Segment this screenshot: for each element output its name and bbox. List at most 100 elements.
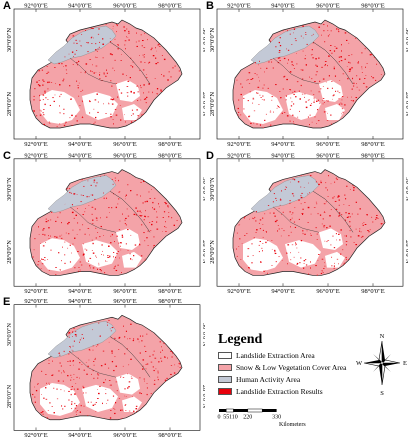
human-activity-region (47, 25, 117, 65)
latitude-tick-right: 28°0'0"N (404, 92, 408, 116)
legend-label: Landslide Extraction Area (236, 351, 315, 360)
latitude-tick-left: 30°0'0"N (6, 323, 13, 347)
landslide-extraction-area (325, 251, 345, 268)
latitude-tick-left: 30°0'0"N (6, 28, 13, 52)
landslide-extraction-area (40, 90, 80, 124)
map-canvas: 92°0'0"E 92°0'0"E 94°0'0"E 94°0'0"E 96°0'0"E… (6, 152, 205, 295)
longitude-tick-bottom: 94°0'0"E (68, 141, 91, 148)
scale-tick-55: 55 (223, 415, 229, 421)
scale-bar: 0 55 110 220 330 Kilometers (218, 408, 306, 428)
latitude-tick-right: 30°0'0"N (201, 323, 205, 347)
latitude-tick-right: 30°0'0"N (201, 28, 205, 52)
longitude-tick-bottom: 96°0'0"E (316, 288, 339, 295)
longitude-tick-top: 96°0'0"E (316, 152, 339, 159)
latitude-tick-left: 28°0'0"N (6, 385, 13, 409)
landslide-extraction-area (325, 104, 345, 120)
longitude-tick-bottom: 94°0'0"E (68, 432, 91, 439)
latitude-tick-right: 28°0'0"N (201, 240, 205, 264)
longitude-tick-bottom: 94°0'0"E (271, 141, 294, 148)
longitude-tick-bottom: 92°0'0"E (24, 141, 47, 148)
map-frame (216, 8, 404, 140)
legend-swatch (218, 376, 232, 383)
map-canvas: 92°0'0"E 92°0'0"E 94°0'0"E 94°0'0"E 96°0'0"E… (6, 298, 205, 439)
map-frame (13, 8, 201, 140)
longitude-tick-bottom: 98°0'0"E (158, 288, 181, 295)
map-canvas: 92°0'0"E 92°0'0"E 94°0'0"E 94°0'0"E 96°0'0"E… (209, 152, 408, 295)
landslide-extraction-area (285, 92, 321, 120)
human-activity-region (250, 175, 320, 213)
longitude-tick-top: 98°0'0"E (158, 298, 181, 305)
map-panel-d: 92°0'0"E 92°0'0"E 94°0'0"E 94°0'0"E 96°0'0"E… (203, 150, 408, 297)
latitude-tick-left: 30°0'0"N (209, 28, 216, 52)
longitude-tick-top: 94°0'0"E (271, 152, 294, 159)
longitude-tick-top: 94°0'0"E (68, 3, 91, 10)
panel-label: C (3, 150, 11, 162)
longitude-tick-bottom: 98°0'0"E (158, 432, 181, 439)
longitude-tick-top: 92°0'0"E (227, 3, 250, 10)
compass-w: W (356, 360, 363, 367)
longitude-tick-bottom: 98°0'0"E (361, 141, 384, 148)
map-panel-c: 92°0'0"E 92°0'0"E 94°0'0"E 94°0'0"E 96°0'0"E… (0, 150, 205, 297)
landslide-extraction-area (40, 383, 80, 416)
map-frame (13, 158, 201, 287)
scale-tick-330: 330 (272, 415, 281, 421)
map-frame (216, 158, 404, 287)
map-frame (13, 304, 201, 431)
panel-label: B (206, 0, 214, 12)
longitude-tick-bottom: 96°0'0"E (316, 141, 339, 148)
longitude-tick-top: 94°0'0"E (68, 298, 91, 305)
longitude-tick-top: 92°0'0"E (227, 152, 250, 159)
longitude-tick-top: 96°0'0"E (113, 152, 136, 159)
longitude-tick-top: 92°0'0"E (24, 298, 47, 305)
map-panel-e: 92°0'0"E 92°0'0"E 94°0'0"E 94°0'0"E 96°0'0"E… (0, 296, 205, 441)
longitude-tick-bottom: 94°0'0"E (271, 288, 294, 295)
landslide-extraction-area (319, 228, 343, 250)
longitude-tick-top: 94°0'0"E (271, 3, 294, 10)
longitude-tick-bottom: 98°0'0"E (361, 288, 384, 295)
scale-tick-0: 0 (218, 415, 221, 421)
longitude-tick-top: 92°0'0"E (24, 152, 47, 159)
latitude-tick-right: 28°0'0"N (201, 385, 205, 409)
legend-label: Snow & Low Vegetation Cover Area (236, 363, 347, 372)
human-activity-region (47, 175, 117, 213)
latitude-tick-right: 30°0'0"N (404, 28, 408, 52)
longitude-tick-bottom: 98°0'0"E (158, 141, 181, 148)
latitude-tick-left: 28°0'0"N (209, 92, 216, 116)
latitude-tick-right: 28°0'0"N (201, 92, 205, 116)
longitude-tick-bottom: 96°0'0"E (113, 432, 136, 439)
panel-label: A (3, 0, 11, 12)
scale-tick-220: 220 (243, 415, 252, 421)
compass-n: N (380, 333, 385, 340)
landslide-extraction-area (82, 384, 118, 412)
landslide-extraction-area (122, 104, 142, 120)
human-activity-region (47, 320, 117, 359)
landslide-extraction-area (82, 240, 118, 268)
scale-unit: Kilometers (279, 422, 306, 428)
longitude-tick-top: 98°0'0"E (361, 3, 384, 10)
longitude-tick-top: 92°0'0"E (24, 3, 47, 10)
latitude-tick-left: 30°0'0"N (6, 177, 13, 201)
landslide-extraction-area (82, 92, 118, 120)
map-panel-b: 92°0'0"E 92°0'0"E 94°0'0"E 94°0'0"E 96°0'0"E… (203, 0, 408, 150)
latitude-tick-left: 28°0'0"N (6, 92, 13, 116)
longitude-tick-top: 96°0'0"E (113, 3, 136, 10)
legend-label: Landslide Extraction Results (236, 387, 323, 396)
longitude-tick-top: 98°0'0"E (158, 152, 181, 159)
map-canvas: 92°0'0"E 92°0'0"E 94°0'0"E 94°0'0"E 96°0'0"E… (209, 3, 408, 149)
longitude-tick-bottom: 92°0'0"E (227, 288, 250, 295)
legend-label: Human Activity Area (236, 375, 301, 384)
landslide-extraction-area (116, 228, 140, 250)
landslide-extraction-area (116, 80, 140, 102)
landslide-extraction-area (116, 373, 140, 395)
legend-title: Legend (218, 332, 263, 347)
longitude-tick-top: 98°0'0"E (361, 152, 384, 159)
landslide-extraction-area (40, 238, 80, 272)
latitude-tick-right: 30°0'0"N (404, 177, 408, 201)
latitude-tick-left: 28°0'0"N (6, 240, 13, 264)
panel-label: D (206, 150, 214, 162)
longitude-tick-top: 96°0'0"E (316, 3, 339, 10)
landslide-extraction-area (319, 80, 343, 102)
map-panel-a: 92°0'0"E 92°0'0"E 94°0'0"E 94°0'0"E 96°0'0"E… (0, 0, 205, 150)
map-canvas: 92°0'0"E 92°0'0"E 94°0'0"E 94°0'0"E 96°0'0"E… (6, 3, 205, 149)
latitude-tick-right: 30°0'0"N (201, 177, 205, 201)
